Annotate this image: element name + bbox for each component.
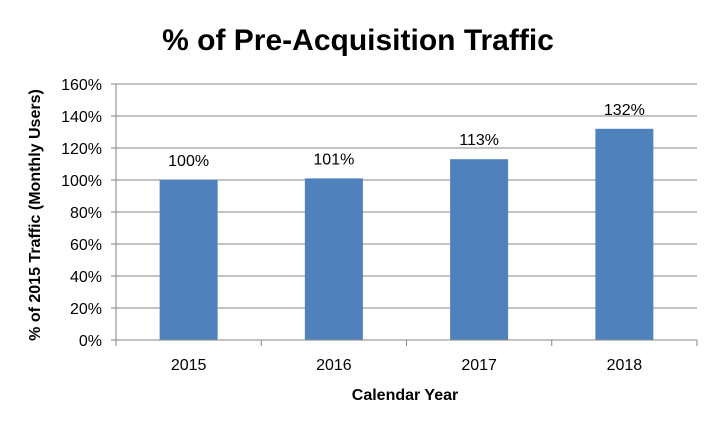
bar [595,128,654,340]
y-tick-label: 120% [61,141,102,158]
axes [111,83,698,346]
y-tick-label: 60% [70,237,102,254]
data-label: 100% [168,153,209,170]
x-tick-label: 2017 [461,357,497,374]
bar [450,159,509,340]
x-tick-label: 2015 [171,357,207,374]
y-tick-label: 80% [70,205,102,222]
y-tick-label: 160% [61,77,102,94]
y-tick-label: 0% [79,333,102,350]
bars [159,128,654,340]
data-label: 113% [459,132,499,149]
y-axis-title: % of 2015 Traffic (Monthly Users) [27,89,44,341]
x-tick-label: 2018 [607,357,643,374]
labels: 0% 20% 40% 60% 80% 100% 120% 140% 160% 100% 2015 10… [61,77,645,374]
bar [304,178,363,340]
data-label: 101% [313,151,354,168]
bar [159,180,218,340]
chart-title: % of Pre-Acquisition Traffic [162,24,554,57]
y-tick-label: 140% [61,109,102,126]
x-axis-title: Calendar Year [352,387,458,404]
y-tick-label: 20% [70,301,102,318]
data-label: 132% [604,102,645,119]
y-tick-label: 40% [70,269,102,286]
x-tick-label: 2016 [316,357,352,374]
y-tick-label: 100% [61,173,102,190]
